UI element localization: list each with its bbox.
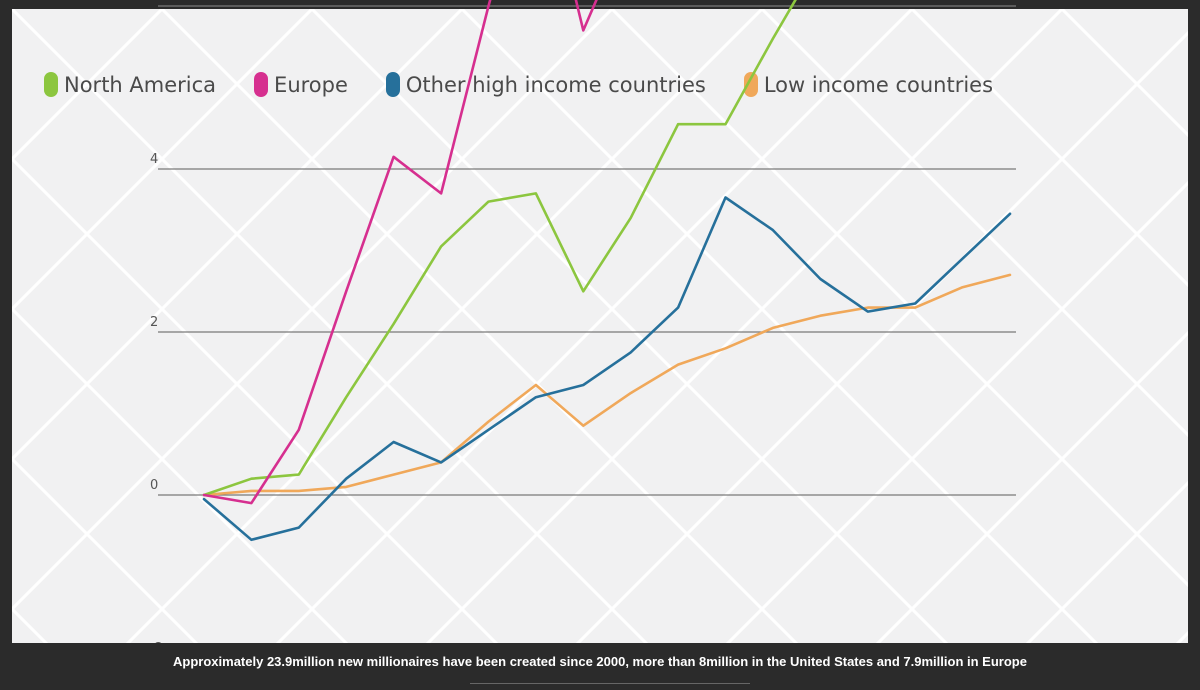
legend-label: Other high income countries — [405, 72, 706, 97]
legend-item-north-america: North America — [44, 72, 216, 97]
diamond-background-pattern — [12, 9, 1188, 643]
y-tick-label: 6 — [150, 0, 158, 4]
y-tick-label: 0 — [150, 478, 158, 493]
legend-item-other-high-income: Other high income countries — [385, 72, 706, 97]
legend-swatch — [385, 72, 400, 97]
legend-label: Europe — [274, 72, 348, 97]
legend-swatch — [254, 72, 269, 97]
legend-swatch — [44, 72, 58, 97]
legend-item-europe: Europe — [254, 72, 348, 97]
legend-item-low-income: Low income countries — [743, 72, 994, 97]
y-tick-label: 4 — [150, 152, 158, 167]
caption-bar: Approximately 23.9million new millionair… — [0, 643, 1200, 688]
caption-underline-fragment — [470, 683, 750, 690]
chart-panel — [12, 9, 1188, 643]
legend-swatch — [743, 72, 758, 97]
legend-label: North America — [64, 72, 217, 97]
y-tick-label: 2 — [150, 315, 158, 330]
caption-text: Approximately 23.9million new millionair… — [173, 654, 1027, 669]
chart-legend: North America Europe Other high income c… — [44, 72, 1031, 97]
series-line-other-high-income-countries — [202, 196, 1012, 542]
legend-label: Low income countries — [763, 72, 994, 97]
series-line-europe — [202, 0, 598, 505]
series-line-north-america — [202, 0, 797, 497]
